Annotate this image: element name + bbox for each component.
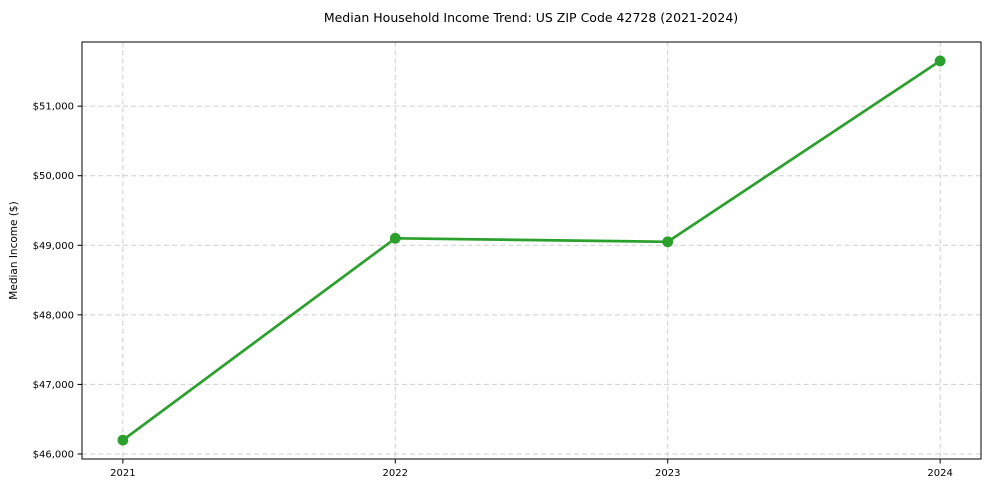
tick-layer: 2021 2022 2023 2024 $46,000 $47,000 $48,000 $49… <box>33 102 953 479</box>
y-tick-label: $49,000 <box>33 241 74 252</box>
x-tick-label: 2024 <box>927 468 952 479</box>
y-tick-label: $47,000 <box>33 380 74 391</box>
grid-layer <box>82 42 981 459</box>
data-point <box>662 236 674 248</box>
x-tick-label: 2021 <box>110 468 135 479</box>
data-point <box>389 232 401 244</box>
data-point <box>934 55 946 67</box>
y-tick-label: $48,000 <box>33 310 74 321</box>
x-tick-label: 2022 <box>383 468 408 479</box>
y-axis-label: Median Income ($) <box>8 201 20 299</box>
x-tick-label: 2023 <box>655 468 680 479</box>
y-tick-label: $50,000 <box>33 171 74 182</box>
data-point <box>117 434 129 446</box>
series-line <box>121 59 942 442</box>
chart-title: Median Household Income Trend: US ZIP Co… <box>324 10 738 25</box>
y-tick-label: $46,000 <box>33 449 74 460</box>
plot-border <box>81 41 982 460</box>
series-layer <box>117 55 946 446</box>
y-tick-label: $51,000 <box>33 102 74 113</box>
